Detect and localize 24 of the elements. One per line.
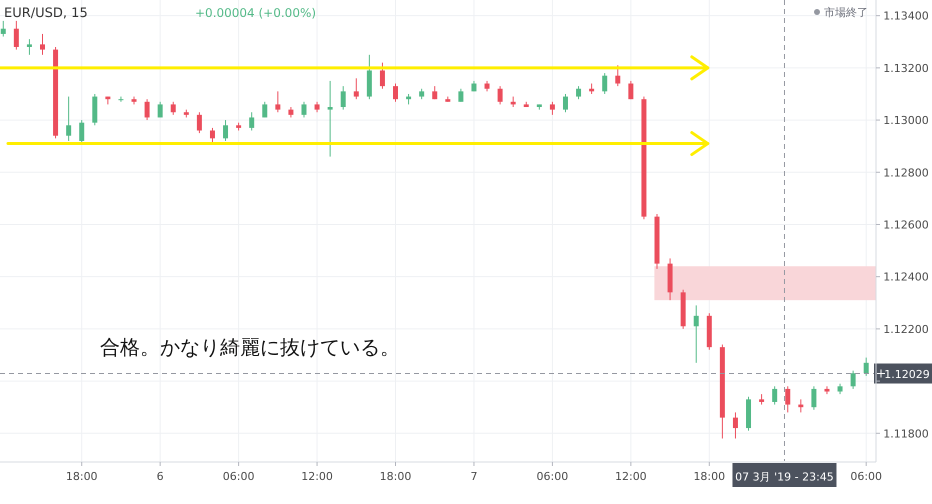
x-tick-label: 06:00 <box>536 470 568 483</box>
y-tick-label: 1.12200 <box>883 322 929 336</box>
x-tick-label: 12:00 <box>615 470 647 483</box>
x-tick-label: 6 <box>156 470 164 483</box>
x-tick-label: 18:00 <box>693 470 726 483</box>
y-tick-label: 1.13200 <box>883 62 929 75</box>
x-tick-label: 7 <box>470 470 478 483</box>
text: +0.00004 (+0.00%) <box>195 6 316 20</box>
y-tick-label: 1.13000 <box>883 114 929 128</box>
y-tick-label: 1.13400 <box>883 10 929 23</box>
ref-line-label: 07 3月 '19 - 23:45 <box>735 470 834 484</box>
text: EUR/USD, 15 <box>4 6 88 21</box>
x-tick-label: 06:00 <box>222 470 254 483</box>
y-tick-label: 1.12400 <box>883 270 929 284</box>
annotation: 合格。かなり綺麗に抜けている。 <box>100 335 400 359</box>
x-tick-label: 18:00 <box>66 470 98 483</box>
y-tick-label: 1.11800 <box>883 427 929 440</box>
y-tick-label: 1.12800 <box>883 166 929 180</box>
y-tick-label: 1.12600 <box>883 218 929 232</box>
annotation: 市場終了 <box>824 6 868 19</box>
x-tick-label: 06:00 <box>850 470 882 483</box>
x-tick-label: 18:00 <box>380 470 412 483</box>
ref-line-label: 1.12029 <box>884 368 930 382</box>
x-tick-label: 12:00 <box>301 470 333 483</box>
